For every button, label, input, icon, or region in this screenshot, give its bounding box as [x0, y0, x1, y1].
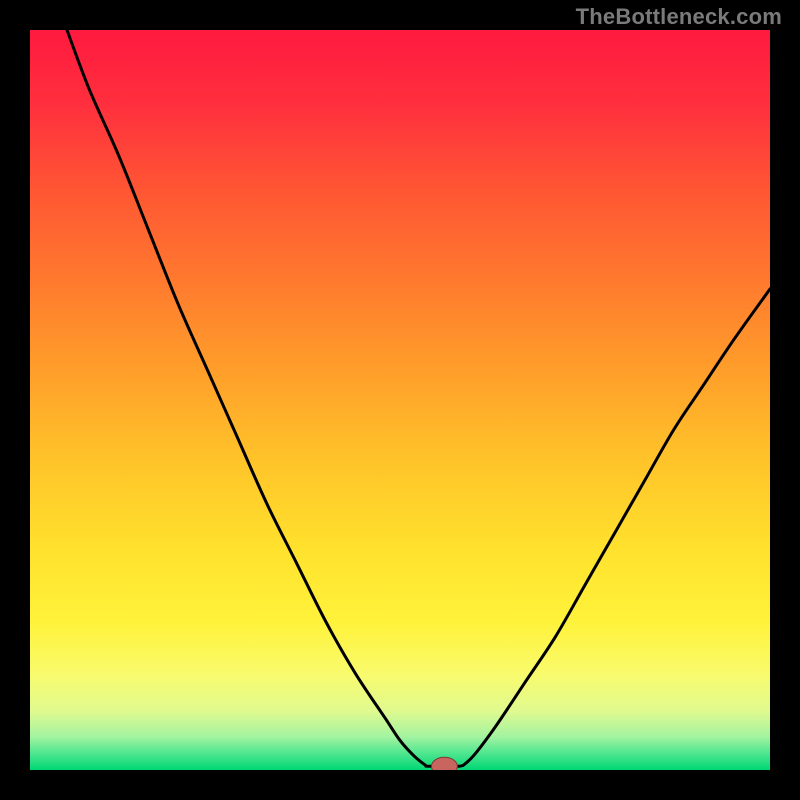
plot-area	[30, 30, 770, 770]
watermark-label: TheBottleneck.com	[576, 4, 782, 30]
plot-svg	[30, 30, 770, 770]
chart-frame: TheBottleneck.com	[0, 0, 800, 800]
gradient-background	[30, 30, 770, 770]
